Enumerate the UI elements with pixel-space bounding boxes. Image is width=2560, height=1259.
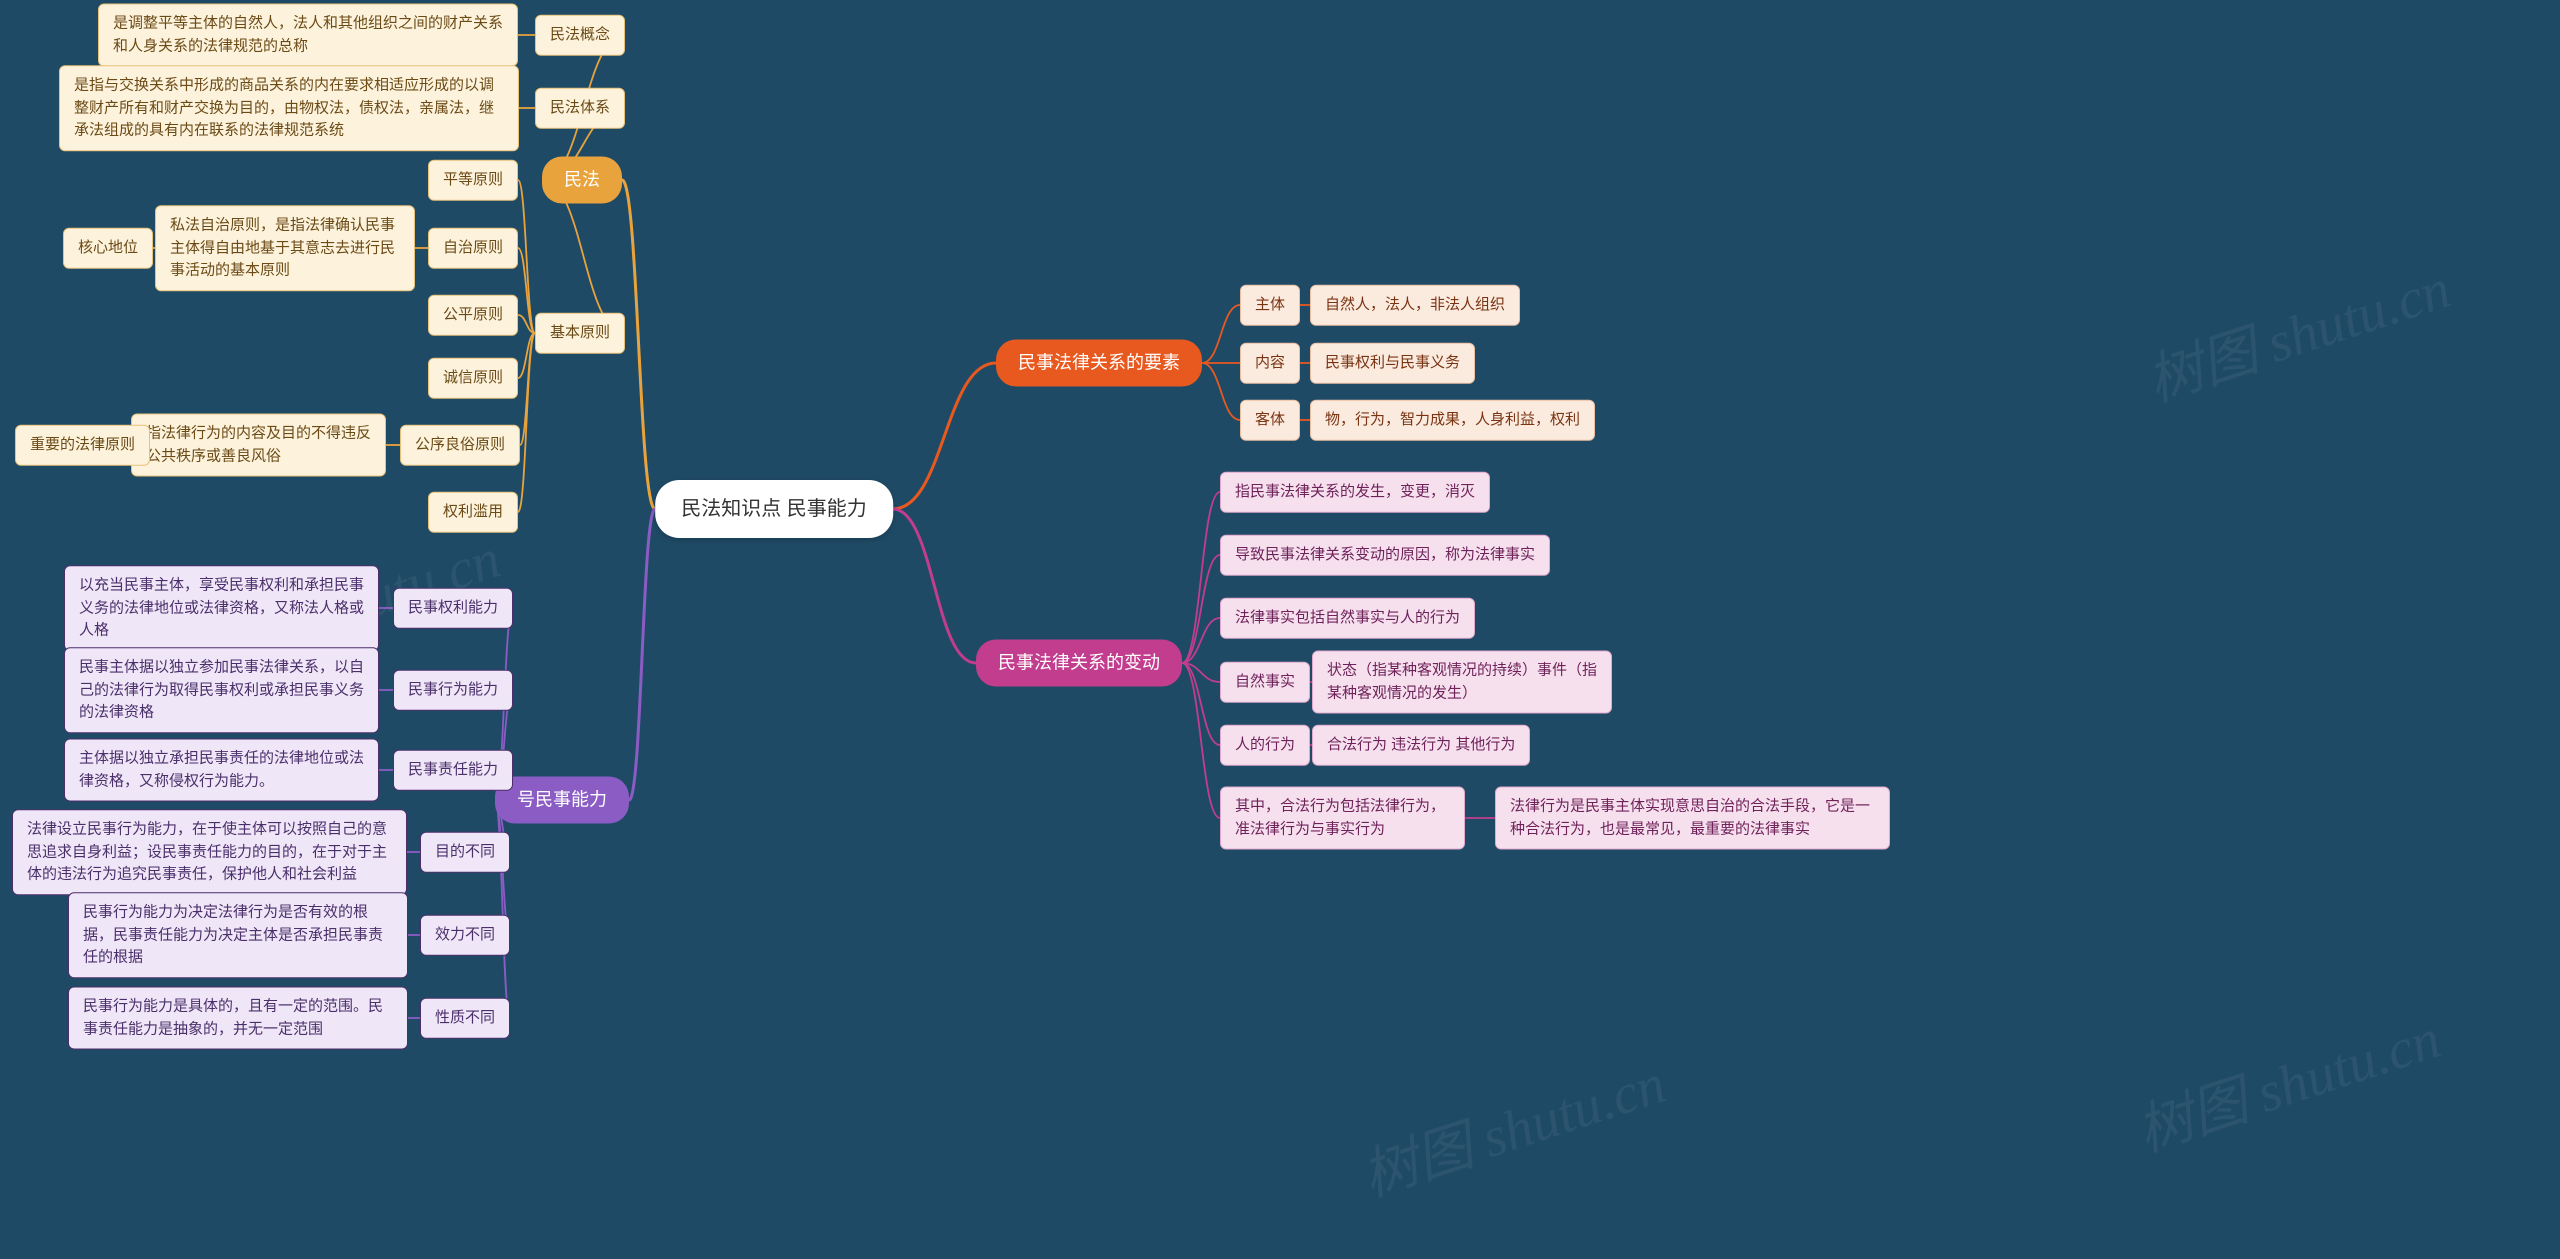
- leaf-b2c2[interactable]: 民事行为能力: [393, 670, 513, 711]
- watermark: 树图 shutu.cn: [2135, 243, 2459, 417]
- leaf-b1c1a[interactable]: 是调整平等主体的自然人，法人和其他组织之间的财产关系和人身关系的法律规范的总称: [98, 4, 518, 67]
- leaf-b1c2[interactable]: 民法体系: [535, 88, 625, 129]
- leaf-b4c4[interactable]: 自然事实: [1220, 662, 1310, 703]
- watermark: 树图 shutu.cn: [1350, 1038, 1674, 1212]
- leaf-b3c1a[interactable]: 自然人，法人，非法人组织: [1310, 285, 1520, 326]
- leaf-b1c3b1a[interactable]: 核心地位: [63, 228, 153, 269]
- leaf-b2c5a[interactable]: 民事行为能力为决定法律行为是否有效的根据，民事责任能力为决定主体是否承担民事责任…: [68, 892, 408, 978]
- leaf-b1c3[interactable]: 基本原则: [535, 313, 625, 354]
- leaf-b2c3[interactable]: 民事责任能力: [393, 750, 513, 791]
- leaf-b4c6a[interactable]: 法律行为是民事主体实现意思自治的合法手段，它是一种合法行为，也是最常见，最重要的…: [1495, 787, 1890, 850]
- leaf-b2c4a[interactable]: 法律设立民事行为能力，在于使主体可以按照自己的意思追求自身利益；设民事责任能力的…: [12, 809, 407, 895]
- leaf-b2c5[interactable]: 效力不同: [420, 915, 510, 956]
- leaf-b4c2[interactable]: 导致民事法律关系变动的原因，称为法律事实: [1220, 535, 1550, 576]
- leaf-b1c2a[interactable]: 是指与交换关系中形成的商品关系的内在要求相适应形成的以调整财产所有和财产交换为目…: [59, 65, 519, 151]
- leaf-b1c1[interactable]: 民法概念: [535, 15, 625, 56]
- leaf-b3c1[interactable]: 主体: [1240, 285, 1300, 326]
- leaf-b2c4[interactable]: 目的不同: [420, 832, 510, 873]
- leaf-b1c3c[interactable]: 公平原则: [428, 295, 518, 336]
- branch-b1[interactable]: 民法: [542, 157, 622, 204]
- leaf-b1c3f[interactable]: 权利滥用: [428, 492, 518, 533]
- leaf-b3c2[interactable]: 内容: [1240, 343, 1300, 384]
- leaf-b3c2a[interactable]: 民事权利与民事义务: [1310, 343, 1475, 384]
- leaf-b1c3b[interactable]: 自治原则: [428, 228, 518, 269]
- leaf-b4c5a[interactable]: 合法行为 违法行为 其他行为: [1312, 725, 1530, 766]
- leaf-b2c2a[interactable]: 民事主体据以独立参加民事法律关系，以自己的法律行为取得民事权利或承担民事义务的法…: [64, 647, 379, 733]
- leaf-b2c1a[interactable]: 以充当民事主体，享受民事权利和承担民事义务的法律地位或法律资格，又称法人格或人格: [64, 565, 379, 651]
- leaf-b4c3[interactable]: 法律事实包括自然事实与人的行为: [1220, 598, 1475, 639]
- root-node[interactable]: 民法知识点 民事能力: [655, 480, 893, 538]
- branch-b4[interactable]: 民事法律关系的变动: [976, 640, 1182, 687]
- branch-b3[interactable]: 民事法律关系的要素: [996, 340, 1202, 387]
- leaf-b1c3a[interactable]: 平等原则: [428, 160, 518, 201]
- leaf-b2c6a[interactable]: 民事行为能力是具体的，且有一定的范围。民事责任能力是抽象的，并无一定范围: [68, 987, 408, 1050]
- leaf-b1c3b1[interactable]: 私法自治原则，是指法律确认民事主体得自由地基于其意志去进行民事活动的基本原则: [155, 205, 415, 291]
- leaf-b3c3a[interactable]: 物，行为，智力成果，人身利益，权利: [1310, 400, 1595, 441]
- watermark: 树图 shutu.cn: [2125, 993, 2449, 1167]
- leaf-b4c4a[interactable]: 状态（指某种客观情况的持续）事件（指某种客观情况的发生）: [1312, 651, 1612, 714]
- leaf-b1c3e[interactable]: 公序良俗原则: [400, 425, 520, 466]
- leaf-b1c3e1[interactable]: 指法律行为的内容及目的不得违反公共秩序或善良风俗: [131, 414, 386, 477]
- leaf-b1c3e1a[interactable]: 重要的法律原则: [15, 425, 150, 466]
- leaf-b3c3[interactable]: 客体: [1240, 400, 1300, 441]
- leaf-b4c6[interactable]: 其中，合法行为包括法律行为，准法律行为与事实行为: [1220, 787, 1465, 850]
- leaf-b2c1[interactable]: 民事权利能力: [393, 588, 513, 629]
- leaf-b1c3d[interactable]: 诚信原则: [428, 358, 518, 399]
- leaf-b4c5[interactable]: 人的行为: [1220, 725, 1310, 766]
- leaf-b4c1[interactable]: 指民事法律关系的发生，变更，消灭: [1220, 472, 1490, 513]
- leaf-b2c3a[interactable]: 主体据以独立承担民事责任的法律地位或法律资格，又称侵权行为能力。: [64, 739, 379, 802]
- leaf-b2c6[interactable]: 性质不同: [420, 998, 510, 1039]
- branch-b2[interactable]: 号民事能力: [495, 777, 629, 824]
